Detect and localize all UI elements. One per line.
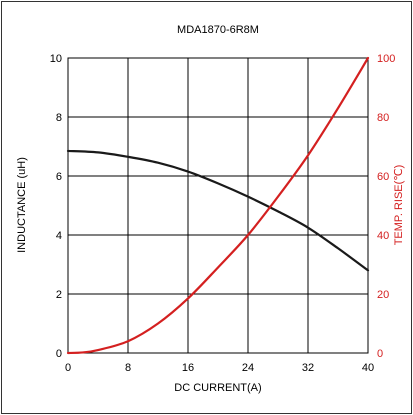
x-tick-label: 32 <box>302 362 314 374</box>
temp-rise-curve <box>66 56 370 355</box>
x-tick-label: 40 <box>362 362 374 374</box>
plot-frame <box>67 57 369 354</box>
right-y-tick-label: 100 <box>377 53 395 65</box>
inductance-curve <box>66 149 370 272</box>
chart-title: MDA1870-6R8M <box>177 24 259 36</box>
left-y-tick-label: 4 <box>56 230 62 242</box>
left-axis-label: INDUCTANCE (uH) <box>16 157 28 253</box>
x-axis-label: DC CURRENT(A) <box>174 382 261 394</box>
x-tick-label: 8 <box>125 362 131 374</box>
series-lines <box>66 56 370 355</box>
right-y-tick-label: 80 <box>377 112 389 124</box>
right-y-tick-label: 60 <box>377 171 389 183</box>
left-y-tick-label: 6 <box>56 171 62 183</box>
right-y-tick-label: 20 <box>377 289 389 301</box>
left-y-tick-label: 0 <box>56 348 62 360</box>
x-tick-label: 0 <box>65 362 71 374</box>
x-tick-label: 16 <box>182 362 194 374</box>
right-y-tick-label: 40 <box>377 230 389 242</box>
right-axis-label: TEMP. RISE(℃) <box>393 165 405 246</box>
x-tick-label: 24 <box>242 362 254 374</box>
left-y-tick-label: 8 <box>56 112 62 124</box>
right-y-tick-label: 0 <box>377 348 383 360</box>
left-y-tick-label: 10 <box>50 53 62 65</box>
left-y-tick-label: 2 <box>56 289 62 301</box>
